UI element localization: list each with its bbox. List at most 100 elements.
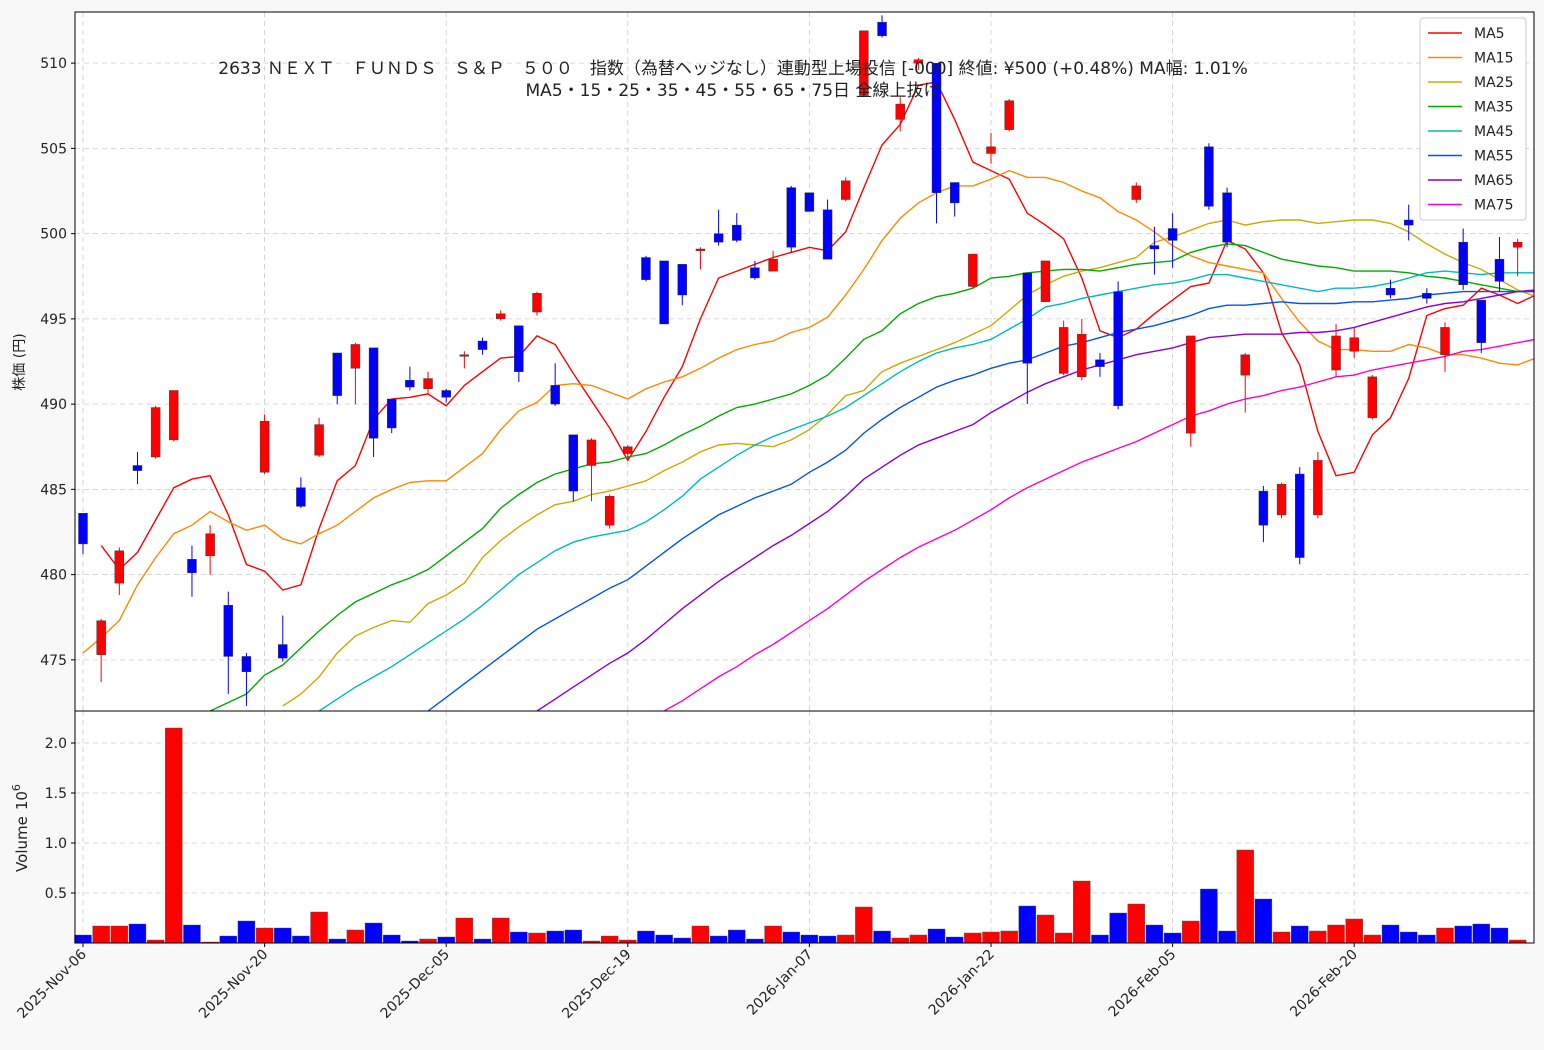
- candle-up: [986, 146, 996, 154]
- candle-up: [114, 550, 125, 584]
- candle-down: [477, 340, 488, 350]
- volume-bar: [274, 927, 292, 944]
- legend-label: MA25: [1474, 75, 1513, 91]
- price-tick-label: 475: [40, 653, 67, 669]
- volume-bar: [1327, 924, 1345, 944]
- volume-bar: [1309, 930, 1327, 944]
- volume-bar: [982, 931, 1000, 944]
- chart-subtitle: MA5・15・25・35・45・55・65・75日 全線上抜け: [526, 81, 941, 101]
- candle-up: [586, 439, 597, 466]
- candle-down: [641, 257, 651, 280]
- volume-bar: [110, 925, 129, 944]
- price-tick-label: 480: [40, 568, 67, 584]
- candle-down: [296, 487, 306, 507]
- candle-up: [968, 253, 978, 287]
- candle-down: [1022, 272, 1033, 364]
- volume-bar: [945, 936, 964, 944]
- volume-bar: [455, 917, 474, 944]
- candle-down: [1476, 299, 1487, 343]
- candle-up: [1077, 334, 1087, 378]
- candle-up: [1058, 327, 1069, 374]
- candle-up: [205, 533, 215, 557]
- candle-down: [1258, 490, 1269, 526]
- candle-down: [877, 22, 887, 37]
- volume-bar: [328, 938, 346, 944]
- candle-up: [1331, 335, 1341, 371]
- candle-down: [368, 347, 379, 439]
- candle-down: [1222, 192, 1232, 243]
- legend-label: MA65: [1474, 173, 1513, 189]
- volume-bar: [1363, 934, 1382, 944]
- price-y-ticks: 475 480 485 490 495 500 505 510: [40, 56, 75, 669]
- candle-up: [604, 495, 615, 526]
- price-plot-area: [75, 12, 1534, 711]
- volume-bar: [1236, 849, 1254, 944]
- candle-down: [804, 192, 815, 212]
- volume-bar: [1127, 903, 1145, 944]
- volume-bar: [292, 935, 310, 944]
- volume-bar: [437, 936, 455, 944]
- candle-up: [495, 313, 506, 320]
- legend-label: MA5: [1474, 26, 1505, 42]
- volume-bar: [746, 938, 764, 944]
- volume-bar: [1472, 923, 1491, 944]
- candle-up: [1313, 460, 1323, 516]
- volume-bar: [1091, 934, 1109, 944]
- volume-bar: [1436, 927, 1454, 944]
- candle-up: [1367, 376, 1378, 418]
- legend-label: MA15: [1474, 51, 1513, 67]
- candle-down: [1149, 245, 1160, 250]
- volume-label-text: Volume: [13, 816, 31, 872]
- candle-down: [1403, 219, 1414, 226]
- volume-bar: [1073, 880, 1091, 944]
- candle-down: [241, 656, 252, 672]
- volume-bar: [764, 925, 782, 944]
- candle-up: [1004, 100, 1014, 130]
- volume-bar: [346, 929, 365, 944]
- volume-bar: [927, 928, 946, 944]
- price-tick-label: 510: [40, 56, 67, 72]
- volume-y-ticks: 0.5 1.0 1.5 2.0: [45, 736, 75, 902]
- price-grid: [75, 12, 1534, 711]
- volume-bar: [673, 937, 691, 944]
- candle-down: [1458, 241, 1468, 285]
- volume-bar: [383, 934, 401, 944]
- volume-bar: [165, 727, 183, 944]
- volume-bar: [691, 925, 710, 944]
- candle-down: [387, 398, 397, 429]
- candle-down: [1385, 287, 1396, 296]
- volume-bar: [128, 923, 147, 944]
- volume-bar: [74, 934, 92, 944]
- candle-up: [96, 620, 106, 655]
- volume-bar: [183, 924, 201, 944]
- volume-bar: [909, 934, 928, 944]
- volume-bar: [1018, 905, 1037, 944]
- volume-bar: [473, 938, 492, 944]
- ma-line-ma45: [318, 270, 1534, 711]
- candle-down: [786, 187, 796, 248]
- volume-bar: [728, 929, 746, 944]
- volume-bar: [1200, 888, 1218, 944]
- candle-up: [895, 103, 905, 120]
- price-tick-label: 500: [40, 227, 67, 243]
- volume-bar: [1291, 925, 1309, 944]
- candle-up: [259, 420, 270, 473]
- candle-down: [278, 644, 288, 659]
- volume-bar: [1254, 898, 1273, 944]
- candle-up: [1512, 241, 1523, 248]
- volume-bar: [891, 937, 909, 944]
- volume-bar: [1054, 932, 1073, 944]
- volume-bar: [964, 932, 982, 944]
- volume-bar: [818, 935, 837, 944]
- ma-line-ma25: [282, 219, 1534, 707]
- candle-down: [822, 209, 833, 260]
- volume-bar: [709, 935, 728, 944]
- candle-down: [405, 380, 415, 388]
- legend-label: MA55: [1474, 149, 1513, 165]
- volume-bar: [219, 935, 237, 944]
- candle-up: [459, 354, 470, 357]
- chart-title: 2633 ＮＥＸＴ ＦＵＮＤＳ Ｓ＆Ｐ ５００ 指数（為替ヘッジなし）連動型上場…: [218, 59, 1247, 79]
- candle-up: [169, 390, 179, 441]
- candle-down: [677, 264, 687, 296]
